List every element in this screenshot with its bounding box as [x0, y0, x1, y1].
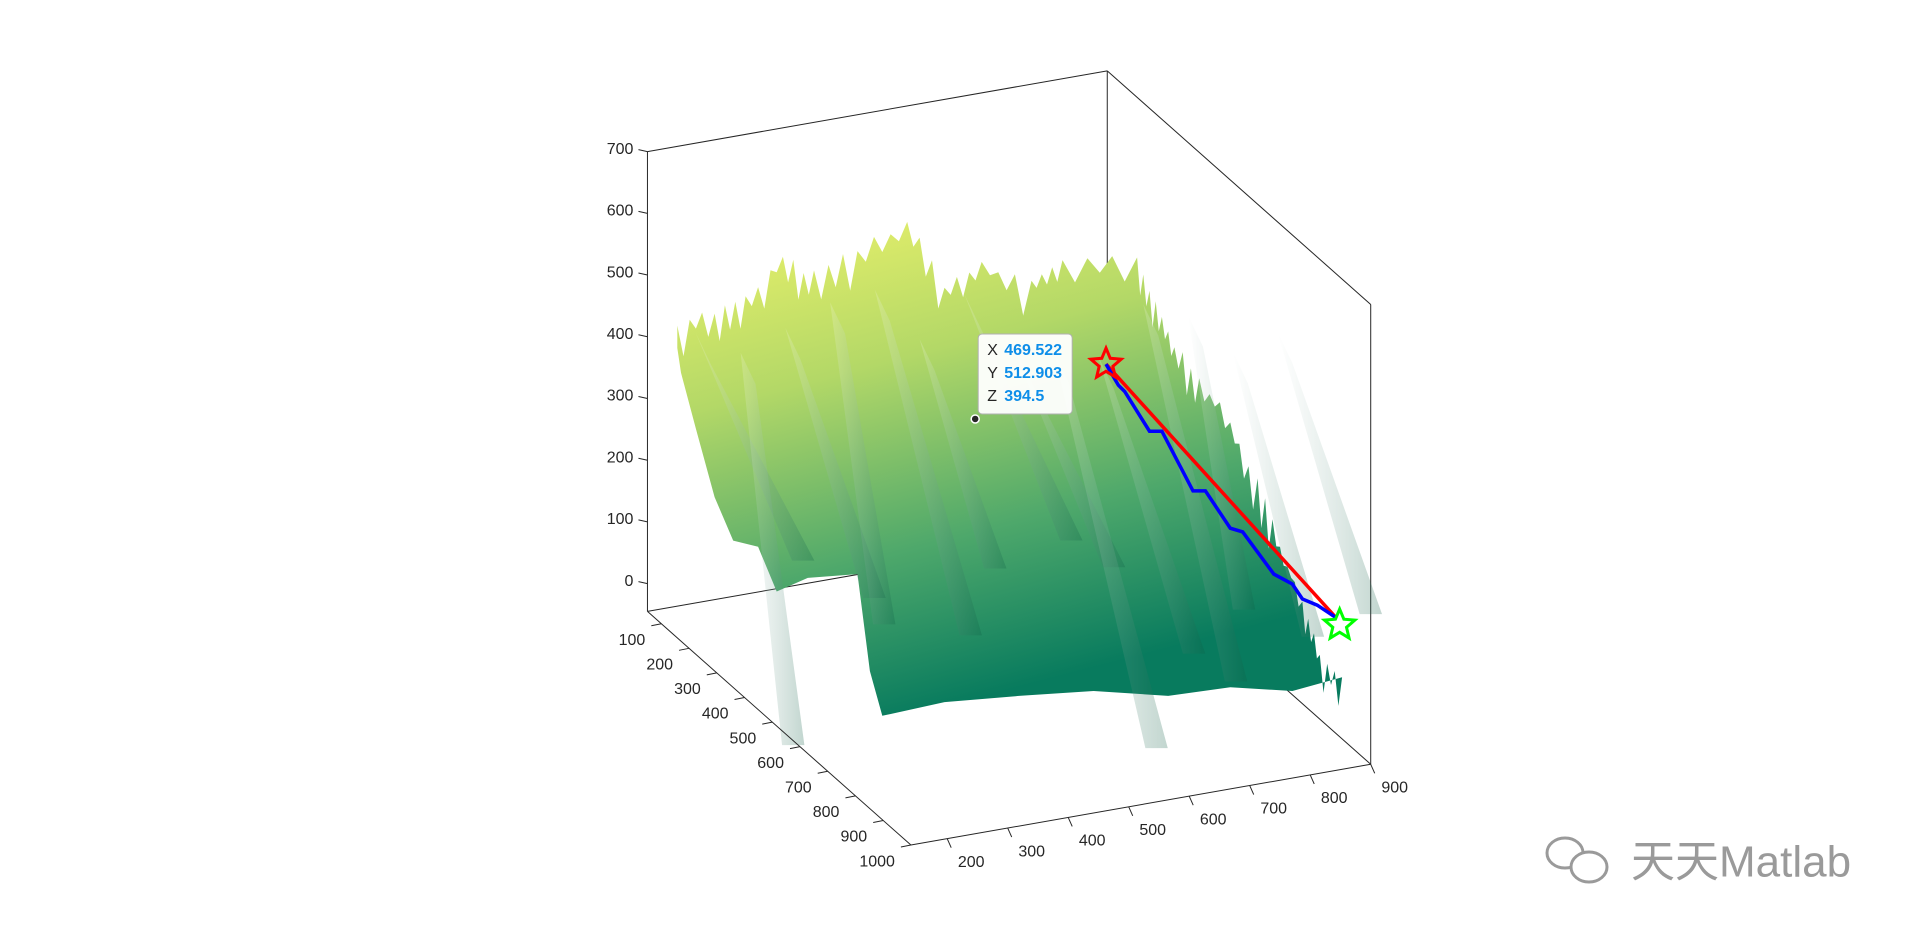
x-tick	[1370, 764, 1376, 774]
y-tick-label: 400	[702, 706, 729, 723]
y-tick-label: 300	[674, 681, 701, 698]
z-tick-label: 400	[607, 326, 634, 343]
terrain-ridge	[830, 302, 896, 625]
z-tick-label: 300	[607, 388, 634, 405]
watermark-icon	[1569, 850, 1609, 884]
datatip-point	[970, 414, 980, 424]
z-tick	[638, 334, 648, 338]
x-tick-label: 800	[1321, 790, 1348, 807]
x-tick	[1309, 774, 1315, 785]
terrain-ridge	[1053, 351, 1168, 749]
datatip-label: Z	[987, 388, 997, 405]
datatip-label: Y	[987, 365, 998, 382]
straight-path	[1104, 362, 1338, 619]
z-tick-label: 500	[607, 264, 634, 281]
z-tick-label: 100	[607, 511, 634, 528]
z-tick	[638, 149, 648, 153]
z-tick	[638, 519, 648, 523]
axes-front: 0100200300400500600700100200300400500600…	[607, 141, 1408, 871]
terrain-ridge	[1277, 332, 1383, 615]
y-tick-label: 1000	[859, 853, 895, 870]
z-tick-label: 700	[607, 141, 634, 158]
y-tick	[762, 721, 773, 725]
terrain-ridge	[740, 352, 805, 746]
watermark-text: 天天Matlab	[1631, 838, 1851, 887]
terrain-ridge	[874, 289, 982, 636]
surface	[677, 221, 1383, 749]
terrain-ridge	[1232, 351, 1325, 637]
y-tick-label: 500	[730, 730, 757, 747]
y-tick-label: 200	[646, 657, 673, 674]
z-tick	[638, 457, 648, 461]
z-tick	[638, 272, 648, 276]
datatip-value: 394.5	[1004, 388, 1044, 405]
start-marker	[1087, 344, 1125, 381]
z-tick-label: 200	[607, 449, 634, 466]
x-tick-label: 700	[1260, 801, 1287, 818]
z-tick-label: 600	[607, 203, 634, 220]
y-tick-label: 700	[785, 779, 812, 796]
datatip-box	[977, 333, 1073, 415]
z-tick	[638, 581, 648, 585]
y-tick	[789, 746, 801, 750]
x-tick	[1188, 795, 1194, 806]
y-tick	[873, 819, 884, 823]
y-tick-label: 800	[813, 804, 840, 821]
x-tick-label: 500	[1139, 822, 1166, 839]
x-tick	[1128, 806, 1134, 816]
y-tick	[651, 623, 662, 627]
planned-path	[1104, 363, 1337, 620]
y-tick	[734, 697, 745, 700]
terrain-ridge	[1098, 356, 1206, 654]
terrain-ridge	[1143, 304, 1248, 682]
x-tick-label: 300	[1018, 843, 1045, 860]
datatip-value: 469.522	[1004, 342, 1062, 359]
y-tick-label: 600	[757, 755, 784, 772]
z-tick	[638, 210, 648, 214]
box-edge	[647, 70, 1108, 153]
y-tick	[706, 672, 717, 676]
x-tick-label: 600	[1200, 811, 1227, 828]
x-tick-label: 200	[958, 854, 985, 871]
y-tick	[845, 795, 856, 799]
goal-marker	[1320, 605, 1359, 642]
y-tick-label: 900	[840, 829, 867, 846]
y-tick-label: 100	[619, 632, 646, 649]
x-tick	[1249, 785, 1255, 795]
z-tick-label: 0	[625, 573, 634, 590]
y-tick	[817, 770, 828, 774]
y-tick	[900, 844, 912, 848]
terrain-ridge	[1188, 315, 1256, 610]
box-edge	[1106, 70, 1372, 305]
x-tick-label: 900	[1381, 779, 1408, 796]
datatip-label: X	[987, 342, 998, 359]
x-tick	[1007, 827, 1013, 838]
terrain-ridge	[919, 339, 1007, 569]
box-edge	[647, 611, 912, 846]
box-edge	[910, 763, 1371, 846]
z-tick	[638, 395, 648, 399]
watermark: 天天Matlab	[1545, 836, 1851, 887]
y-tick	[678, 647, 690, 651]
x-tick	[946, 838, 952, 848]
x-tick-label: 400	[1079, 833, 1106, 850]
x-tick	[1067, 817, 1073, 827]
datatip-value: 512.903	[1004, 365, 1062, 382]
